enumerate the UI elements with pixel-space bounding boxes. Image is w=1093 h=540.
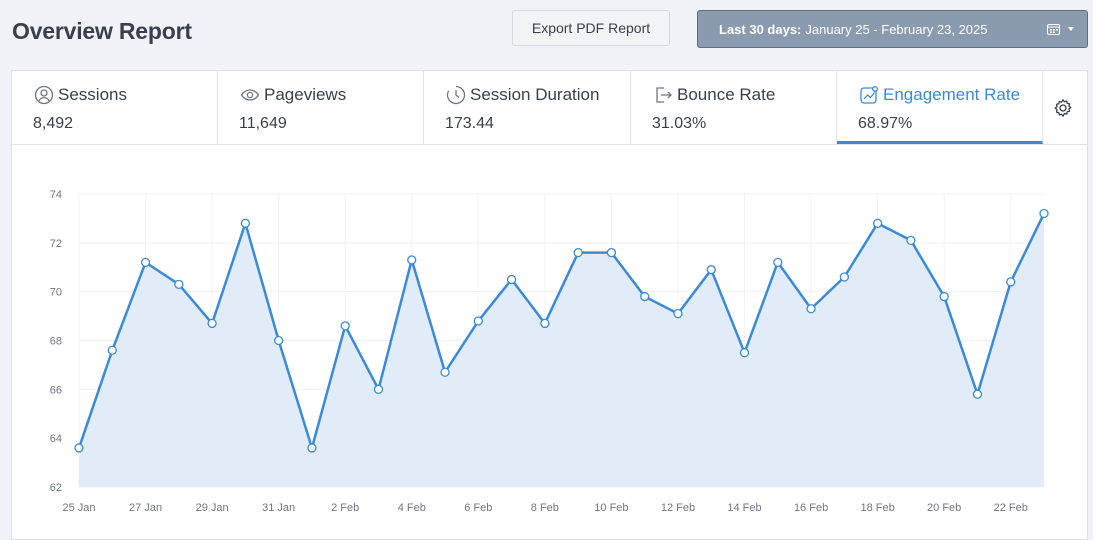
data-point <box>1039 208 1049 219</box>
x-tick-label: 20 Feb <box>927 502 961 514</box>
tab-bounce-rate[interactable]: Bounce Rate 31.03% <box>631 71 837 144</box>
data-point <box>673 308 683 319</box>
y-tick-label: 74 <box>50 189 62 201</box>
date-range-picker[interactable]: Last 30 days: January 25 - February 23, … <box>697 10 1088 48</box>
data-point <box>207 318 217 329</box>
tab-engagement-rate-label: Engagement Rate <box>883 85 1021 104</box>
y-tick-label: 64 <box>50 433 62 445</box>
data-point <box>773 257 783 268</box>
x-tick-label: 16 Feb <box>794 502 828 514</box>
tab-bounce-rate-label: Bounce Rate <box>677 85 776 104</box>
eye-icon <box>240 89 260 101</box>
tab-sessions[interactable]: Sessions 8,492 <box>12 71 218 144</box>
data-point <box>440 367 450 377</box>
data-point <box>540 318 550 329</box>
x-tick-label: 4 Feb <box>398 502 426 514</box>
tab-pageviews[interactable]: Pageviews 11,649 <box>218 71 424 144</box>
data-point <box>174 279 184 289</box>
data-point <box>573 247 583 258</box>
tab-session-duration-value: 173.44 <box>445 115 494 132</box>
y-tick-label: 70 <box>50 287 62 299</box>
x-tick-label: 8 Feb <box>531 502 559 514</box>
tab-pageviews-value: 11,649 <box>239 115 287 132</box>
tab-engagement-rate[interactable]: Engagement Rate 68.97% <box>837 71 1043 144</box>
tab-sessions-label: Sessions <box>58 85 127 104</box>
data-point <box>1006 277 1016 287</box>
x-tick-label: 22 Feb <box>994 502 1028 514</box>
data-point <box>140 257 151 268</box>
trend-chart-icon <box>860 86 878 104</box>
x-tick-label: 27 Jan <box>129 502 162 514</box>
tab-session-duration[interactable]: Session Duration 173.44 <box>424 71 631 144</box>
data-point <box>240 218 251 228</box>
tab-engagement-rate-value: 68.97% <box>858 115 913 132</box>
overview-panel: Sessions 8,492 Pageviews 11,649 Session … <box>11 70 1088 540</box>
x-tick-label: 31 Jan <box>262 502 295 514</box>
data-point <box>806 304 816 314</box>
data-point <box>373 384 384 394</box>
x-tick-label: 6 Feb <box>464 502 492 514</box>
page-title: Overview Report <box>12 18 192 44</box>
date-range-prefix: Last 30 days: <box>719 21 802 37</box>
user-circle-icon <box>34 85 54 105</box>
data-point <box>407 255 417 265</box>
x-tick-label: 25 Jan <box>62 502 95 514</box>
data-point <box>274 335 284 346</box>
date-range-text: January 25 - February 23, 2025 <box>805 21 988 37</box>
data-point <box>706 265 716 275</box>
data-point <box>606 247 617 258</box>
x-tick-label: 10 Feb <box>594 502 628 514</box>
calendar-icon <box>1047 24 1060 35</box>
data-point <box>872 218 883 228</box>
x-tick-label: 12 Feb <box>661 502 695 514</box>
data-point <box>939 291 949 302</box>
y-tick-label: 68 <box>50 336 62 348</box>
series-area <box>79 213 1044 488</box>
metric-tabs: Sessions 8,492 Pageviews 11,649 Session … <box>12 71 1087 145</box>
tab-pageviews-label: Pageviews <box>264 85 347 104</box>
tab-session-duration-label: Session Duration <box>470 85 600 104</box>
data-point <box>906 235 916 246</box>
x-tick-label: 2 Feb <box>331 502 359 514</box>
gear-icon[interactable] <box>1053 98 1073 118</box>
data-point <box>107 345 117 355</box>
x-tick-label: 18 Feb <box>860 502 894 514</box>
data-point <box>739 348 750 358</box>
data-point <box>473 316 483 326</box>
x-tick-label: 14 Feb <box>727 502 761 514</box>
y-tick-label: 72 <box>50 238 62 250</box>
data-point <box>839 272 849 282</box>
tab-sessions-value: 8,492 <box>33 115 74 132</box>
x-tick-label: 29 Jan <box>196 502 229 514</box>
export-pdf-button[interactable]: Export PDF Report <box>512 10 670 46</box>
data-point <box>506 274 517 285</box>
tab-bounce-rate-value: 31.03% <box>652 115 707 132</box>
data-point <box>307 443 317 453</box>
data-point <box>74 443 84 453</box>
clock-icon <box>446 85 466 105</box>
y-tick-label: 62 <box>50 482 62 494</box>
series-line <box>77 212 1046 450</box>
engagement-rate-chart: 62 64 66 68 70 72 74 25 Jan 27 Jan 29 Jan 31 Jan 2 … <box>50 189 1049 514</box>
data-point <box>340 321 350 331</box>
data-point <box>972 389 983 399</box>
caret-down-icon <box>1068 27 1074 31</box>
y-tick-label: 66 <box>50 384 62 396</box>
exit-icon <box>656 87 672 103</box>
data-point <box>640 291 650 302</box>
